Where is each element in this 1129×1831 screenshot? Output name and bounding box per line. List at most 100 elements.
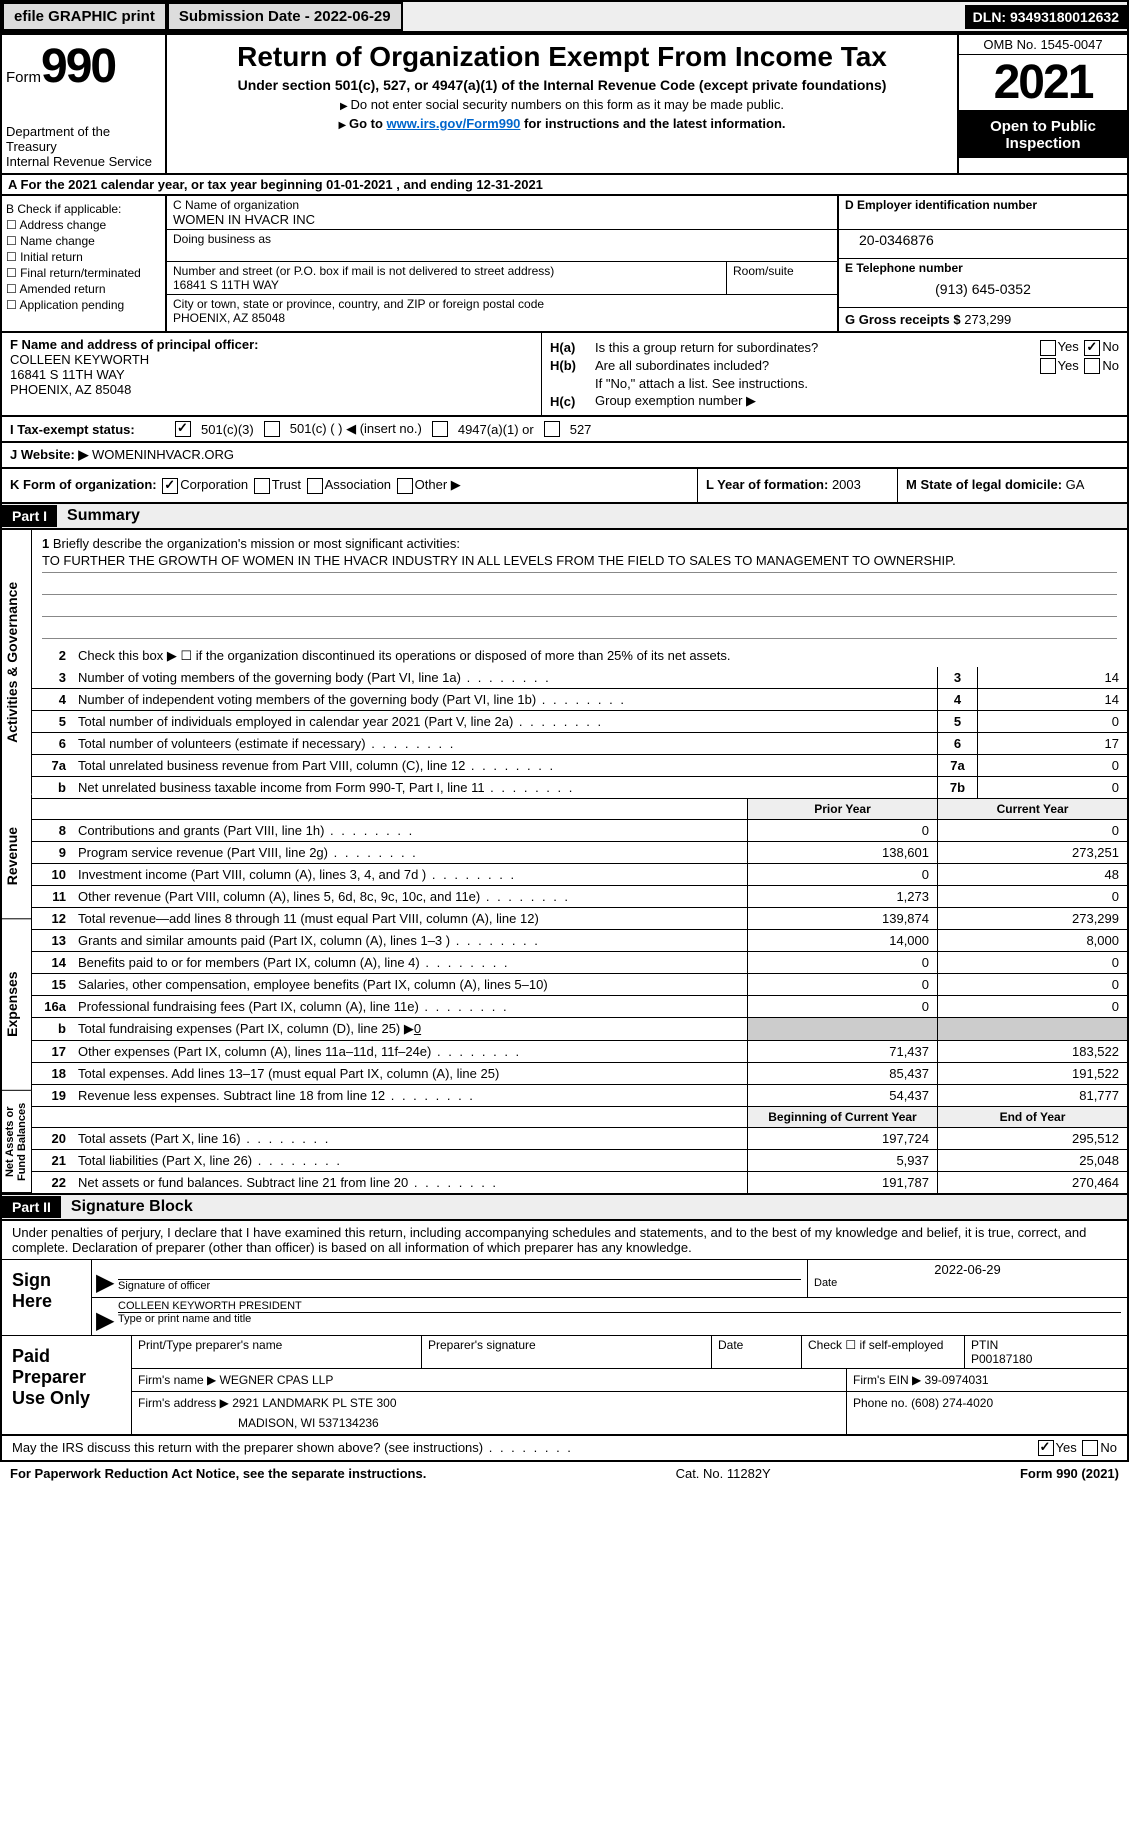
form-word: Form bbox=[6, 69, 41, 86]
tab-net: Net Assets or Fund Balances bbox=[2, 1091, 32, 1193]
open-inspection: Open to Public Inspection bbox=[959, 112, 1127, 158]
line-7b: Net unrelated business taxable income fr… bbox=[72, 777, 937, 798]
line-13: Grants and similar amounts paid (Part IX… bbox=[72, 930, 747, 951]
officer-cell: F Name and address of principal officer:… bbox=[2, 333, 542, 415]
irs-link[interactable]: www.irs.gov/Form990 bbox=[387, 116, 521, 131]
prep-self: Check ☐ if self-employed bbox=[802, 1336, 965, 1368]
line-9: Program service revenue (Part VIII, line… bbox=[72, 842, 747, 863]
line-10: Investment income (Part VIII, column (A)… bbox=[72, 864, 747, 885]
line-6: Total number of volunteers (estimate if … bbox=[72, 733, 937, 754]
form-subtitle: Under section 501(c), 527, or 4947(a)(1)… bbox=[173, 77, 951, 93]
tel-label: E Telephone number bbox=[839, 258, 1127, 277]
val-6: 17 bbox=[977, 733, 1127, 754]
line-22: Net assets or fund balances. Subtract li… bbox=[72, 1172, 747, 1193]
efile-button[interactable]: efile GRAPHIC print bbox=[2, 2, 167, 31]
val-7b: 0 bbox=[977, 777, 1127, 798]
val-4: 14 bbox=[977, 689, 1127, 710]
dept-label: Department of the Treasury bbox=[6, 124, 161, 154]
footer-right: Form 990 (2021) bbox=[1020, 1466, 1119, 1481]
chk-corp[interactable] bbox=[162, 478, 178, 494]
ha-no[interactable] bbox=[1084, 340, 1100, 356]
submission-date: Submission Date - 2022-06-29 bbox=[167, 2, 403, 31]
irs-label: Internal Revenue Service bbox=[6, 154, 161, 169]
chk-final[interactable]: Final return/terminated bbox=[6, 266, 161, 280]
chk-501c3[interactable] bbox=[175, 421, 191, 437]
line-14: Benefits paid to or for members (Part IX… bbox=[72, 952, 747, 973]
firm-name: Firm's name ▶ WEGNER CPAS LLP bbox=[132, 1369, 847, 1391]
year-formation: L Year of formation: 2003 bbox=[697, 469, 897, 502]
ptin: PTINP00187180 bbox=[965, 1336, 1127, 1368]
chk-other[interactable] bbox=[397, 478, 413, 494]
prep-name: Print/Type preparer's name bbox=[132, 1336, 422, 1368]
part1-header: Part I Summary bbox=[0, 504, 1129, 530]
line-19: Revenue less expenses. Subtract line 18 … bbox=[72, 1085, 747, 1106]
discuss-no[interactable] bbox=[1082, 1440, 1098, 1456]
org-name-cell: C Name of organization WOMEN IN HVACR IN… bbox=[167, 196, 837, 229]
form-org: K Form of organization: Corporation Trus… bbox=[2, 469, 697, 502]
org-name: WOMEN IN HVACR INC bbox=[173, 212, 831, 227]
chk-501c[interactable] bbox=[264, 421, 280, 437]
line-5: Total number of individuals employed in … bbox=[72, 711, 937, 732]
row-a-calendar: A For the 2021 calendar year, or tax yea… bbox=[0, 175, 1129, 196]
tab-revenue: Revenue bbox=[2, 794, 32, 919]
signature-section: Under penalties of perjury, I declare th… bbox=[0, 1221, 1129, 1436]
hb-note: If "No," attach a list. See instructions… bbox=[550, 376, 1119, 391]
hb-no[interactable] bbox=[1084, 358, 1100, 374]
line-16b: Total fundraising expenses (Part IX, col… bbox=[72, 1018, 747, 1040]
footer-left: For Paperwork Reduction Act Notice, see … bbox=[10, 1466, 426, 1481]
addr-cell: Number and street (or P.O. box if mail i… bbox=[167, 262, 727, 294]
chk-initial[interactable]: Initial return bbox=[6, 250, 161, 264]
col-b-label: B Check if applicable: bbox=[6, 202, 161, 216]
ha-yes[interactable] bbox=[1040, 340, 1056, 356]
line-20: Total assets (Part X, line 16) bbox=[72, 1128, 747, 1149]
tab-governance: Activities & Governance bbox=[2, 530, 32, 794]
firm-phone: Phone no. (608) 274-4020 bbox=[847, 1392, 1127, 1434]
col-b-checkboxes: B Check if applicable: Address change Na… bbox=[2, 196, 167, 331]
hb-yes[interactable] bbox=[1040, 358, 1056, 374]
chk-assoc[interactable] bbox=[307, 478, 323, 494]
ein-label: D Employer identification number bbox=[839, 196, 1127, 214]
fh-row: F Name and address of principal officer:… bbox=[0, 333, 1129, 417]
form-title: Return of Organization Exempt From Incom… bbox=[173, 41, 951, 73]
chk-amended[interactable]: Amended return bbox=[6, 282, 161, 296]
paid-preparer-label: Paid Preparer Use Only bbox=[2, 1336, 132, 1434]
form-number: 990 bbox=[41, 40, 115, 93]
line-21: Total liabilities (Part X, line 26) bbox=[72, 1150, 747, 1171]
val-5: 0 bbox=[977, 711, 1127, 732]
chk-4947[interactable] bbox=[432, 421, 448, 437]
state-domicile: M State of legal domicile: GA bbox=[897, 469, 1127, 502]
val-3: 14 bbox=[977, 667, 1127, 688]
dba-cell: Doing business as bbox=[167, 230, 837, 262]
summary-section: Activities & Governance Revenue Expenses… bbox=[0, 530, 1129, 1195]
omb-number: OMB No. 1545-0047 bbox=[959, 35, 1127, 55]
line-12: Total revenue—add lines 8 through 11 (mu… bbox=[72, 908, 747, 929]
part2-header: Part II Signature Block bbox=[0, 1195, 1129, 1221]
top-bar: efile GRAPHIC print Submission Date - 20… bbox=[0, 0, 1129, 33]
line-16a: Professional fundraising fees (Part IX, … bbox=[72, 996, 747, 1017]
suite-cell: Room/suite bbox=[727, 262, 837, 294]
chk-address[interactable]: Address change bbox=[6, 218, 161, 232]
website-row: J Website: ▶ WOMENINHVACR.ORG bbox=[0, 443, 1129, 469]
line-7a: Total unrelated business revenue from Pa… bbox=[72, 755, 937, 776]
line-4: Number of independent voting members of … bbox=[72, 689, 937, 710]
dln: DLN: 93493180012632 bbox=[965, 5, 1127, 29]
officer-sig[interactable]: Signature of officer bbox=[112, 1260, 807, 1297]
officer-name: COLLEEN KEYWORTH PRESIDENTType or print … bbox=[112, 1298, 1127, 1335]
val-7a: 0 bbox=[977, 755, 1127, 776]
tel-value: (913) 645-0352 bbox=[839, 277, 1127, 307]
chk-trust[interactable] bbox=[254, 478, 270, 494]
prep-sig: Preparer's signature bbox=[422, 1336, 712, 1368]
mission-text: TO FURTHER THE GROWTH OF WOMEN IN THE HV… bbox=[42, 551, 1117, 573]
firm-addr: Firm's address ▶ 2921 LANDMARK PL STE 30… bbox=[132, 1392, 847, 1434]
main-info-grid: B Check if applicable: Address change Na… bbox=[0, 196, 1129, 333]
tax-year: 2021 bbox=[959, 55, 1127, 112]
chk-527[interactable] bbox=[544, 421, 560, 437]
chk-pending[interactable]: Application pending bbox=[6, 298, 161, 312]
line-17: Other expenses (Part IX, column (A), lin… bbox=[72, 1041, 747, 1062]
tax-status-row: I Tax-exempt status: 501(c)(3) 501(c) ( … bbox=[0, 417, 1129, 443]
footer-cat: Cat. No. 11282Y bbox=[676, 1466, 771, 1481]
chk-name[interactable]: Name change bbox=[6, 234, 161, 248]
line-15: Salaries, other compensation, employee b… bbox=[72, 974, 747, 995]
discuss-yes[interactable] bbox=[1038, 1440, 1054, 1456]
note-link: Go to www.irs.gov/Form990 for instructio… bbox=[173, 116, 951, 131]
